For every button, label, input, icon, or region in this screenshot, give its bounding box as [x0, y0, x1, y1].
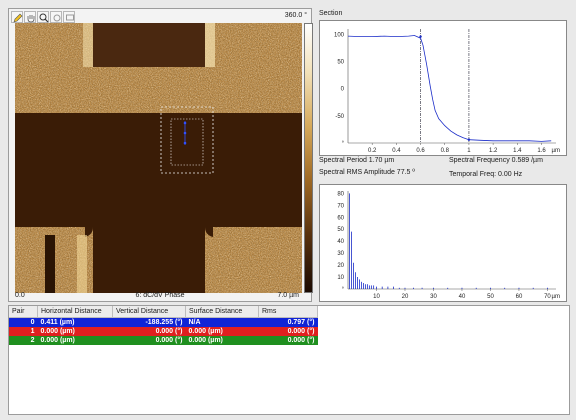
x-tick-label: 60 — [516, 294, 523, 300]
y-tick-label: 10 — [337, 275, 344, 281]
cell-rms: 0.000 (°) — [258, 327, 318, 336]
y-tick-label: ° — [342, 141, 345, 147]
cursor-marker — [419, 35, 422, 38]
x-tick-label: 30 — [430, 294, 437, 300]
cell-horizontal: 0.000 (µm) — [37, 327, 113, 336]
cell-rms: 0.000 (°) — [258, 336, 318, 345]
x-tick-label: 0.2 — [368, 148, 377, 154]
y-tick-label: 30 — [337, 251, 344, 257]
y-tick-label: ° — [342, 287, 345, 293]
profile-line — [347, 35, 552, 142]
x-tick-label: 70 — [544, 294, 551, 300]
spectrum-plot[interactable]: 80 70 60 50 40 30 20 10 ° 10 20 30 40 50 60 70 µm — [319, 184, 567, 302]
table-header-row: Pair Horizontal Distance Vertical Distan… — [9, 306, 318, 318]
cell-pair: 2 — [9, 336, 38, 345]
cell-surface: N/A — [185, 317, 259, 327]
y-tick-label: 80 — [337, 191, 344, 197]
x-tick-label: 50 — [487, 294, 494, 300]
cell-vertical: 0.000 (°) — [112, 327, 186, 336]
scale-max-label: 360.0 ° — [284, 12, 307, 19]
cell-horizontal: 0.411 (µm) — [37, 317, 113, 327]
x-tick-label: 1.2 — [489, 148, 498, 154]
cell-surface: 0.000 (µm) — [185, 336, 259, 345]
table-row[interactable]: 0 0.411 (µm) -188.255 (°) N/A 0.797 (°) — [9, 317, 318, 327]
y-tick-label: 60 — [337, 215, 344, 221]
x-unit-label: µm — [552, 148, 560, 154]
measurement-panel: Pair Horizontal Distance Vertical Distan… — [8, 305, 570, 415]
color-scale-bar — [304, 23, 313, 293]
x-tick-label: 0.4 — [392, 148, 401, 154]
x-tick-label: 20 — [402, 294, 409, 300]
section-profile-plot[interactable]: 100 50 0 -50 ° 0.2 0.4 0.6 0.8 1 1.2 1.4 1.6 µm — [319, 20, 567, 156]
cell-horizontal: 0.000 (µm) — [37, 336, 113, 345]
spectral-rms-amplitude: Spectral RMS Amplitude 77.5 º — [319, 169, 415, 176]
image-panel: 360.0 ° 0.0 6: dC/dV — [8, 8, 313, 302]
y-tick-label: 50 — [337, 227, 344, 233]
cursor-marker — [467, 138, 471, 141]
table-row[interactable]: 1 0.000 (µm) 0.000 (°) 0.000 (µm) 0.000 … — [9, 327, 318, 336]
table-row[interactable]: 2 0.000 (µm) 0.000 (°) 0.000 (µm) 0.000 … — [9, 336, 318, 345]
cell-vertical: 0.000 (°) — [112, 336, 186, 345]
scale-min-label: 0.0 — [15, 292, 25, 299]
cell-surface: 0.000 (µm) — [185, 327, 259, 336]
hand-tool-button[interactable] — [24, 11, 36, 23]
cell-pair: 1 — [9, 327, 38, 336]
x-tick-label: 0.6 — [416, 148, 425, 154]
screen-tool-button[interactable] — [63, 11, 75, 23]
afm-phase-image[interactable] — [15, 23, 302, 293]
x-tick-label: 1.6 — [537, 148, 546, 154]
header-horizontal-distance[interactable]: Horizontal Distance — [37, 306, 113, 318]
section-title: Section — [319, 10, 343, 17]
cell-pair: 0 — [9, 317, 38, 327]
header-pair[interactable]: Pair — [9, 306, 38, 318]
y-tick-label: 20 — [337, 263, 344, 269]
cell-rms: 0.797 (°) — [258, 317, 318, 327]
spectral-period: Spectral Period 1.70 µm — [319, 157, 395, 164]
spectral-frequency: Spectral Frequency 0.589 /µm — [449, 157, 543, 164]
reset-tool-button[interactable] — [50, 11, 62, 23]
header-vertical-distance[interactable]: Vertical Distance — [112, 306, 186, 318]
pencil-tool-button[interactable] — [11, 11, 23, 23]
section-panel: Section 100 50 0 -50 ° 0.2 0.4 0.6 0.8 1 1.2 1.4 1.6… — [314, 8, 568, 302]
screen-icon — [66, 14, 74, 21]
header-surface-distance[interactable]: Surface Distance — [185, 306, 259, 318]
x-unit-label: µm — [552, 294, 560, 300]
x-tick-label: 1.4 — [513, 148, 522, 154]
profile-chart: 100 50 0 -50 ° 0.2 0.4 0.6 0.8 1 1.2 1.4 1.6 µm — [334, 29, 560, 154]
zoom-tool-button[interactable] — [37, 11, 49, 23]
y-tick-label: -50 — [335, 114, 344, 120]
image-size-label: 7.0 µm — [277, 292, 299, 299]
y-tick-label: 40 — [337, 239, 344, 245]
image-channel-title: 6: dC/dV Phase — [135, 292, 185, 299]
pencil-icon — [13, 13, 23, 23]
x-tick-label: 0.8 — [441, 148, 450, 154]
y-tick-label: 100 — [334, 32, 345, 38]
y-tick-label: 0 — [341, 87, 345, 93]
temporal-frequency: Temporal Freq: 0.00 Hz — [449, 171, 523, 178]
x-tick-label: 1 — [467, 148, 471, 154]
header-rms[interactable]: Rms — [258, 306, 318, 318]
reset-icon — [53, 14, 61, 22]
x-tick-label: 40 — [459, 294, 466, 300]
cell-vertical: -188.255 (°) — [112, 317, 186, 327]
x-tick-label: 10 — [373, 294, 380, 300]
y-tick-label: 70 — [337, 203, 344, 209]
measurement-table: Pair Horizontal Distance Vertical Distan… — [9, 306, 318, 345]
zoom-icon — [39, 13, 49, 23]
hand-icon — [27, 15, 35, 23]
y-tick-label: 50 — [337, 60, 344, 66]
